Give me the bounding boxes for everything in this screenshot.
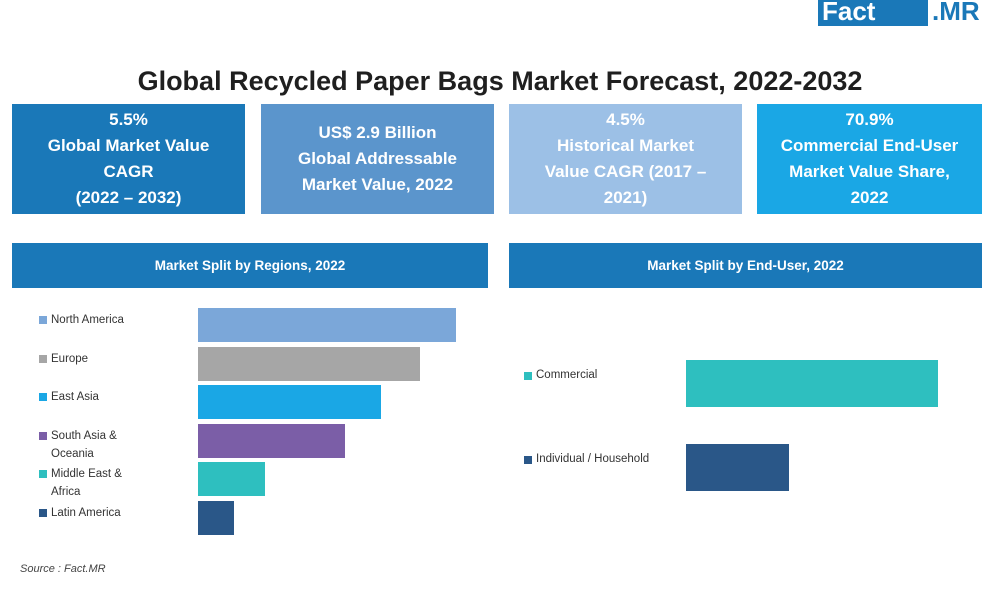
bar-region bbox=[198, 346, 420, 381]
legend-label: South Asia & Oceania bbox=[51, 427, 117, 463]
kpi-line: Historical Market bbox=[556, 136, 694, 155]
legend-label-line: East Asia bbox=[51, 391, 99, 403]
bar-region bbox=[198, 423, 346, 458]
kpi-box-1: 5.5% Global Market Value CAGR (2022 – 2032) bbox=[12, 104, 245, 214]
logo-fact-text: Fact bbox=[818, 0, 928, 26]
kpi-line: Global Addressable bbox=[297, 149, 458, 168]
kpi-box-4: 70.9% Commercial End-User Market Value Sha… bbox=[757, 104, 982, 214]
logo-mr-text: .MR bbox=[932, 0, 980, 26]
kpi-line: 2021) bbox=[603, 188, 648, 207]
legend-label: East Asia bbox=[51, 388, 99, 406]
legend-swatch bbox=[39, 431, 47, 440]
kpi-line: Market Value, 2022 bbox=[301, 175, 454, 194]
legend-swatch bbox=[39, 316, 47, 324]
kpi-box-3: 4.5% Historical Market Value CAGR (2017 – 2… bbox=[509, 104, 742, 214]
kpi-line: (2022 – 2032) bbox=[75, 188, 182, 207]
regions-chart-header: Market Split by Regions, 2022 bbox=[12, 243, 488, 288]
kpi-line: Value CAGR (2017 – bbox=[544, 162, 707, 181]
kpi-line: US$ 2.9 Billion bbox=[318, 123, 437, 142]
legend-swatch bbox=[39, 393, 47, 401]
kpi-line: 5.5% bbox=[109, 110, 148, 129]
fact-mr-logo: Fact .MR bbox=[818, 0, 1000, 26]
legend-label-line: South Asia & bbox=[51, 429, 117, 442]
kpi-line: Market Value Share, bbox=[789, 162, 950, 181]
kpi-box-2: US$ 2.9 Billion Global Addressable Market … bbox=[261, 104, 494, 214]
legend-label-line: Latin America bbox=[51, 506, 121, 519]
legend-label-line: Africa bbox=[51, 486, 81, 498]
bar-end-user bbox=[686, 360, 938, 407]
kpi-line: 2022 bbox=[850, 188, 889, 207]
bar-region bbox=[198, 385, 382, 419]
bar-end-user bbox=[686, 444, 790, 491]
end-user-chart-header: Market Split by End-User, 2022 bbox=[509, 243, 982, 288]
page-title: Global Recycled Paper Bags Market Foreca… bbox=[137, 66, 863, 96]
bar-region bbox=[198, 462, 266, 496]
legend-swatch bbox=[39, 508, 47, 517]
kpi-line: CAGR bbox=[103, 162, 154, 181]
legend-label: Individual / Household bbox=[536, 453, 650, 465]
legend-label-line: Europe bbox=[51, 352, 89, 365]
bar-region bbox=[198, 308, 456, 342]
legend-label: Commercial bbox=[536, 369, 598, 381]
legend-label: Middle East & Africa bbox=[51, 465, 122, 501]
source-note: Source : Fact.MR bbox=[20, 563, 106, 575]
legend-swatch bbox=[524, 456, 532, 464]
legend-label: North America bbox=[51, 311, 124, 329]
legend-swatch bbox=[39, 470, 47, 478]
kpi-line: Commercial End-User bbox=[780, 136, 959, 155]
kpi-line: Global Market Value bbox=[47, 136, 210, 155]
legend-label-line: Oceania bbox=[51, 447, 94, 460]
legend-label-line: North America bbox=[51, 314, 124, 326]
legend-swatch bbox=[524, 372, 532, 380]
legend-label: Europe bbox=[51, 350, 88, 368]
bar-region bbox=[198, 500, 235, 535]
legend-swatch bbox=[39, 354, 47, 363]
legend-label: Latin America bbox=[51, 504, 121, 522]
legend-label-line: Middle East & bbox=[51, 468, 122, 480]
kpi-line: 4.5% bbox=[606, 110, 645, 129]
kpi-line: 70.9% bbox=[845, 110, 894, 129]
